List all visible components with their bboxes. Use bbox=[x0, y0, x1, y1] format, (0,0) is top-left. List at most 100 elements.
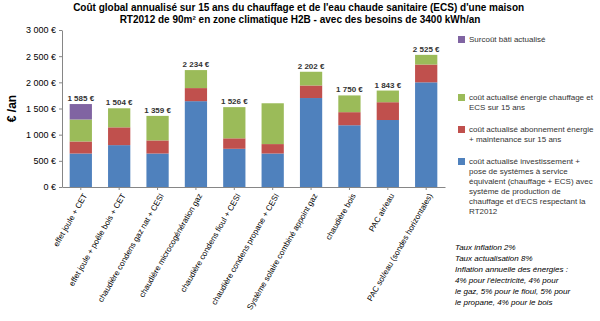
total-label: 2 234 € bbox=[183, 60, 210, 69]
x-tick: PAC air/eau bbox=[367, 187, 396, 233]
y-tick: 1 500 € bbox=[26, 104, 62, 114]
total-label: 1 750 € bbox=[336, 85, 363, 94]
x-tick-mark bbox=[80, 187, 81, 190]
y-tick: 1 000 € bbox=[26, 130, 62, 140]
total-label: 1 526 € bbox=[221, 97, 248, 106]
y-tick-label: 2 000 € bbox=[26, 78, 56, 88]
x-tick-label: Système solaire combiné appoint gaz bbox=[245, 192, 319, 312]
x-tick: effet joule + CET bbox=[52, 187, 90, 248]
bar-segment bbox=[223, 149, 245, 187]
bar-segment bbox=[108, 127, 130, 145]
legend-swatch bbox=[458, 94, 465, 101]
chart: Coût global annualisé sur 15 ans du chau… bbox=[0, 0, 600, 321]
bar-segment bbox=[338, 95, 360, 112]
bar-segment bbox=[262, 103, 284, 144]
text-line: RT2012 de 90m² en zone climatique H2B - … bbox=[120, 14, 481, 25]
x-tick-label: chaudière bois bbox=[324, 192, 358, 242]
y-tick-label: 1 000 € bbox=[26, 130, 56, 140]
text-line: + maintenance sur 15 ans bbox=[469, 135, 561, 144]
y-tick: 500 € bbox=[33, 156, 62, 166]
legend-label: Surcoût bâti actualisé bbox=[469, 35, 546, 44]
y-tick: 2 000 € bbox=[26, 78, 62, 88]
x-tick-label: PAC sol/eau (sondes horizontales) bbox=[365, 192, 434, 303]
y-tick-mark bbox=[59, 187, 62, 188]
bar-segment bbox=[262, 154, 284, 187]
bar-segment bbox=[377, 120, 399, 187]
bar-segment bbox=[223, 107, 245, 138]
text-line: équivalent (chauffage + ECS) avec bbox=[469, 177, 595, 186]
y-axis: 0 € 500 € 1 000 € 1 500 € 2 000 € 2 500 € 3 00… bbox=[26, 25, 63, 192]
text-line: système de production de bbox=[469, 187, 563, 196]
legend: Surcoût bâti actualisé coût actualisé éne… bbox=[458, 35, 596, 216]
x-tick-mark bbox=[311, 187, 312, 190]
text-line: coût actualisé abonnement énergie bbox=[469, 125, 596, 134]
bar-segment bbox=[70, 104, 92, 119]
total-label: 1 585 € bbox=[67, 94, 94, 103]
y-tick-mark bbox=[59, 161, 62, 162]
x-tick: PAC sol/eau (sondes horizontales) bbox=[365, 187, 434, 303]
text-line: coût actualisé énergie chauffage et bbox=[469, 93, 595, 102]
legend-swatch bbox=[458, 36, 465, 43]
total-label: 2 525 € bbox=[413, 45, 440, 54]
text-line: Coût global annualisé sur 15 ans du chau… bbox=[73, 2, 527, 13]
bar-segment bbox=[300, 85, 322, 98]
bar-segment bbox=[300, 98, 322, 187]
x-tick-label: chaudière condens gaz nat + CESI bbox=[96, 192, 166, 304]
total-label: 2 202 € bbox=[298, 62, 325, 71]
y-tick-mark bbox=[59, 82, 62, 83]
x-tick-mark bbox=[234, 187, 235, 190]
legend-swatch bbox=[458, 158, 465, 165]
x-axis: effet joule + CETeffet joule + poêle boi… bbox=[52, 187, 446, 312]
y-tick-label: 2 500 € bbox=[26, 52, 56, 62]
x-tick-mark bbox=[387, 187, 388, 190]
legend-label: coût actualisé énergie chauffage et ECS … bbox=[469, 93, 595, 112]
bar-segment bbox=[185, 101, 207, 187]
bar-segment bbox=[185, 88, 207, 101]
text-line: ECS sur 15 ans bbox=[469, 103, 525, 112]
axis-line bbox=[62, 31, 63, 188]
annotation: le gaz, 5% pour le fioul, 5% pour bbox=[455, 287, 571, 296]
y-tick-mark bbox=[59, 109, 62, 110]
text-line: RT2012 bbox=[469, 207, 498, 216]
y-tick-label: 500 € bbox=[33, 156, 56, 166]
y-tick-mark bbox=[59, 30, 62, 31]
bar-segment bbox=[415, 55, 437, 65]
y-tick-label: 0 € bbox=[43, 182, 56, 192]
bar-segment bbox=[377, 102, 399, 120]
title: Coût global annualisé sur 15 ans du chau… bbox=[73, 2, 527, 25]
annotation: 4% pour l'électricité, 4% pour bbox=[455, 276, 559, 285]
total-label: 1 359 € bbox=[144, 106, 171, 115]
bar-segment bbox=[223, 138, 245, 148]
x-tick-label: PAC air/eau bbox=[367, 192, 396, 233]
x-tick-mark bbox=[426, 187, 427, 190]
bar-segment bbox=[415, 65, 437, 83]
annotation: Inflation annuelle des énergies : bbox=[455, 265, 568, 274]
total-label: 1 504 € bbox=[106, 98, 133, 107]
bar-segment bbox=[262, 144, 284, 153]
bar-segment bbox=[300, 72, 322, 86]
x-tick: chaudière bois bbox=[324, 187, 358, 242]
text-line: pose de systèmes à service bbox=[469, 167, 570, 176]
annotation: le propane, 4% pour le bois bbox=[455, 298, 552, 307]
text-line: chauffage et d'ECS respectant la bbox=[469, 197, 588, 206]
text-line: Surcoût bâti actualisé bbox=[469, 35, 546, 44]
x-tick-mark bbox=[349, 187, 350, 190]
x-tick-mark bbox=[272, 187, 273, 190]
x-tick-mark bbox=[157, 187, 158, 190]
bar-segment bbox=[146, 140, 168, 153]
y-axis-title: € /an bbox=[5, 95, 19, 122]
x-tick-label: chaudière condens propane + CESI bbox=[210, 192, 281, 306]
y-tick: 3 000 € bbox=[26, 25, 62, 35]
y-tick-mark bbox=[59, 135, 62, 136]
x-tick: chaudière microcogénération gaz bbox=[137, 187, 204, 299]
y-tick: 2 500 € bbox=[26, 52, 62, 62]
bar-segment bbox=[185, 70, 207, 88]
bar-segment bbox=[70, 119, 92, 141]
bar-segment bbox=[108, 145, 130, 187]
legend-label: coût actualisé investissement + pose de … bbox=[469, 157, 595, 216]
x-tick-mark bbox=[195, 187, 196, 190]
bar-segment bbox=[415, 82, 437, 187]
annotation: Taux actualisation 8% bbox=[455, 254, 533, 263]
bar-segment bbox=[108, 108, 130, 127]
x-tick: chaudière condens propane + CESI bbox=[210, 187, 281, 306]
